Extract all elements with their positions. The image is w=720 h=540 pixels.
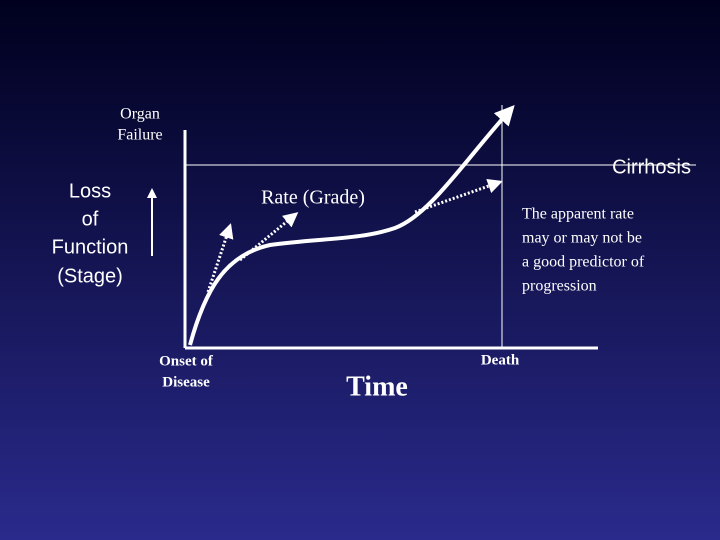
stage-label: of (82, 208, 99, 230)
onset-label: Onset of (159, 353, 214, 369)
time-label: Time (346, 371, 408, 402)
rate-arrow (414, 178, 503, 214)
rate-label: Rate (Grade) (261, 187, 365, 209)
rate-arrow (239, 212, 299, 262)
onset-label: Disease (162, 374, 210, 390)
cirrhosis-label: Cirrhosis (612, 156, 691, 178)
note: may or may not be (522, 230, 642, 247)
organ-failure-label: Failure (117, 127, 162, 144)
rate-arrow (206, 223, 234, 293)
progression-curve (188, 105, 515, 346)
note: The apparent rate (522, 206, 634, 223)
stage-label: Function (52, 236, 129, 258)
organ-failure-label: Organ (120, 106, 160, 123)
stage-label: (Stage) (57, 265, 123, 287)
note: progression (522, 278, 597, 295)
death-label: Death (481, 352, 520, 368)
stage-label: Loss (69, 180, 111, 202)
note: a good predictor of (522, 254, 645, 271)
